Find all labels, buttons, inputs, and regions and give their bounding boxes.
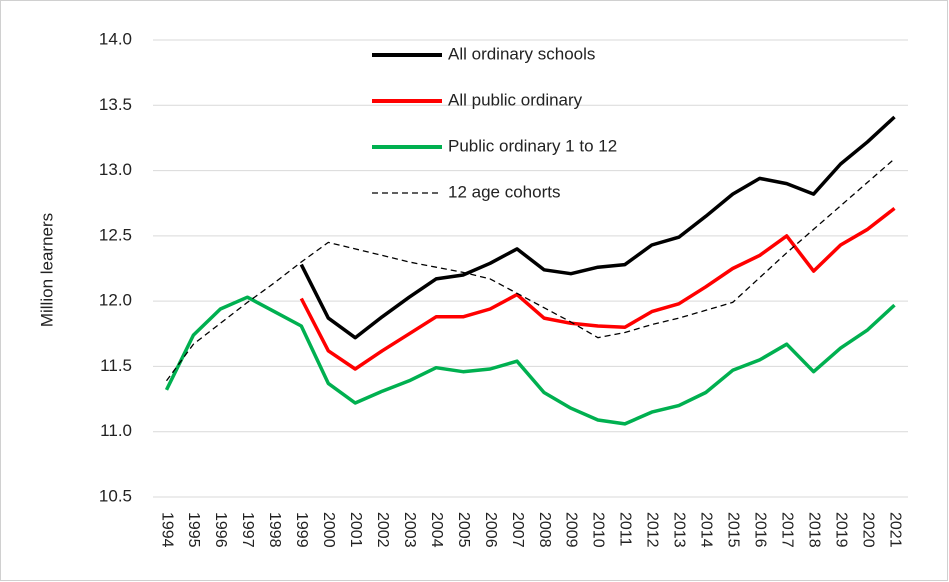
x-tick-label: 2017 <box>778 512 795 548</box>
x-tick-label: 1998 <box>266 512 283 548</box>
x-tick-label: 2012 <box>644 512 661 548</box>
x-tick-label: 2007 <box>509 512 526 548</box>
legend-label: All ordinary schools <box>448 44 595 63</box>
x-tick-label: 2020 <box>859 512 876 548</box>
legend-label: Public ordinary 1 to 12 <box>448 136 617 155</box>
series-line <box>299 207 896 371</box>
y-tick-label: 11.5 <box>100 356 132 375</box>
x-tick-label: 1999 <box>293 512 310 548</box>
x-tick-label: 2008 <box>536 512 553 548</box>
y-tick-label: 12.0 <box>99 291 132 310</box>
series-line <box>165 158 895 382</box>
x-tick-label: 2010 <box>590 512 607 548</box>
x-tick-label: 2009 <box>563 512 580 548</box>
x-tick-label: 2001 <box>347 512 364 548</box>
y-tick-label: 11.0 <box>100 421 132 440</box>
x-tick-label: 2021 <box>886 512 903 548</box>
y-tick-label: 14.0 <box>99 29 132 48</box>
y-axis-label: Million learners <box>37 213 56 327</box>
x-tick-label: 1996 <box>212 512 229 548</box>
x-tick-label: 2000 <box>320 512 337 548</box>
y-tick-label: 12.5 <box>99 225 132 244</box>
x-tick-label: 2014 <box>698 512 715 548</box>
series-line <box>164 295 896 426</box>
legend-label: 12 age cohorts <box>448 182 560 201</box>
legend-label: All public ordinary <box>448 90 583 109</box>
y-tick-label: 10.5 <box>99 486 132 505</box>
x-tick-label: 2011 <box>617 512 634 547</box>
y-tick-label: 13.0 <box>99 160 132 179</box>
x-tick-label: 2018 <box>805 512 822 548</box>
x-tick-label: 2019 <box>832 512 849 548</box>
y-tick-label: 13.5 <box>99 95 132 114</box>
x-tick-label: 2004 <box>428 512 445 548</box>
x-tick-label: 2015 <box>724 512 741 548</box>
series-line <box>299 115 896 340</box>
x-tick-label: 2013 <box>671 512 688 548</box>
x-tick-label: 2003 <box>401 512 418 548</box>
x-tick-label: 2006 <box>482 512 499 548</box>
x-tick-label: 1997 <box>239 512 256 548</box>
x-tick-label: 1994 <box>158 512 175 548</box>
x-tick-label: 2002 <box>374 512 391 548</box>
x-tick-label: 1995 <box>185 512 202 548</box>
x-tick-label: 2005 <box>455 512 472 548</box>
x-tick-label: 2016 <box>751 512 768 548</box>
